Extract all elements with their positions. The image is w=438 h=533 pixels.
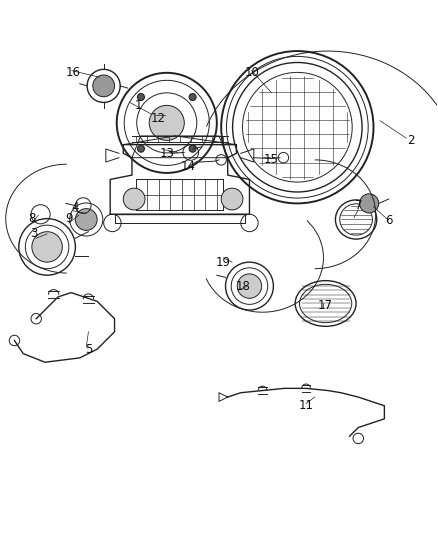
Circle shape [189,145,196,152]
Text: 16: 16 [66,66,81,79]
Text: 3: 3 [30,228,38,240]
Circle shape [93,75,115,97]
Circle shape [138,145,145,152]
Text: 4: 4 [72,201,79,214]
Text: 9: 9 [65,212,73,225]
Text: 6: 6 [385,214,392,227]
Text: 12: 12 [151,112,166,125]
Circle shape [138,94,145,101]
Text: 7: 7 [354,199,362,212]
Text: 13: 13 [159,147,174,160]
Circle shape [237,274,261,298]
Text: 15: 15 [264,154,279,166]
Circle shape [221,188,243,210]
Circle shape [123,188,145,210]
Text: 11: 11 [299,399,314,412]
Text: 10: 10 [244,66,259,79]
Text: 2: 2 [407,134,414,147]
Text: 17: 17 [318,299,333,312]
Circle shape [75,208,97,230]
Text: 8: 8 [28,212,35,225]
Circle shape [149,106,184,140]
Text: 18: 18 [236,280,251,293]
Text: 1: 1 [135,99,142,112]
Circle shape [189,94,196,101]
Text: 19: 19 [216,256,231,269]
Text: 14: 14 [181,160,196,173]
Circle shape [360,194,379,213]
Text: 5: 5 [85,343,92,356]
Circle shape [32,232,62,262]
